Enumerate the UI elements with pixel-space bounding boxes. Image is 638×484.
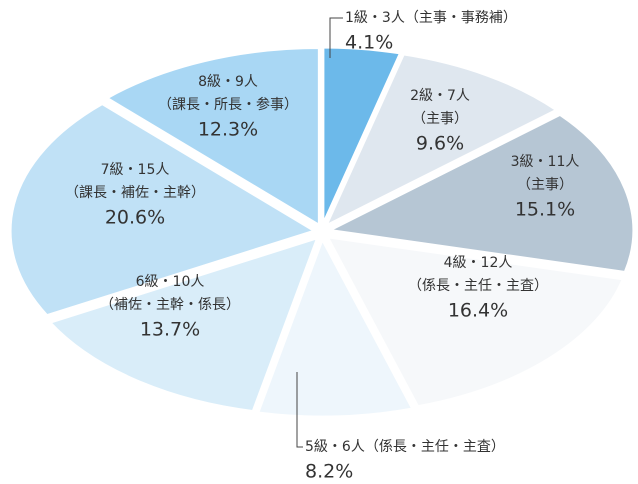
value-label: 8.2% [305,461,353,483]
value-label: 13.7% [140,319,200,341]
leader-line [329,17,343,58]
slice-label: 6級・10人 [136,274,205,290]
slice-label: （主事） [412,111,468,127]
slice-label: 8級・9人 [198,74,258,90]
slice-label: （主事） [517,177,573,193]
slice-label: 4級・12人 [444,255,513,271]
value-label: 20.6% [105,207,165,229]
slice-label: （課長・所長・参事） [158,96,298,113]
value-label: 12.3% [198,119,258,141]
pie-slice [324,234,626,409]
value-label: 4.1% [345,32,393,54]
pie-slice [255,235,416,419]
pie-slice [103,46,321,229]
pie-slice [8,101,319,318]
slice-label: 7級・15人 [101,162,170,178]
pie-slice [321,45,403,226]
pie-slice [46,235,321,414]
value-label: 15.1% [515,199,575,221]
slice-label: 1級・3人（主事・事務補） [345,10,517,26]
slice-label: 2級・7人 [410,88,470,104]
slice-label: （係長・主任・主査） [408,278,548,294]
slice-label: （補佐・主幹・係長） [100,296,240,313]
leader-line [296,372,303,448]
slice-label: 5級・6人（係長・主任・主査） [305,439,505,455]
pie-slice [322,52,560,230]
slice-label: 3級・11人 [511,154,580,170]
value-label: 16.4% [448,300,508,322]
value-label: 9.6% [416,133,464,155]
slice-label: （課長・補佐・主幹） [65,184,205,201]
pie-slice [323,112,636,275]
